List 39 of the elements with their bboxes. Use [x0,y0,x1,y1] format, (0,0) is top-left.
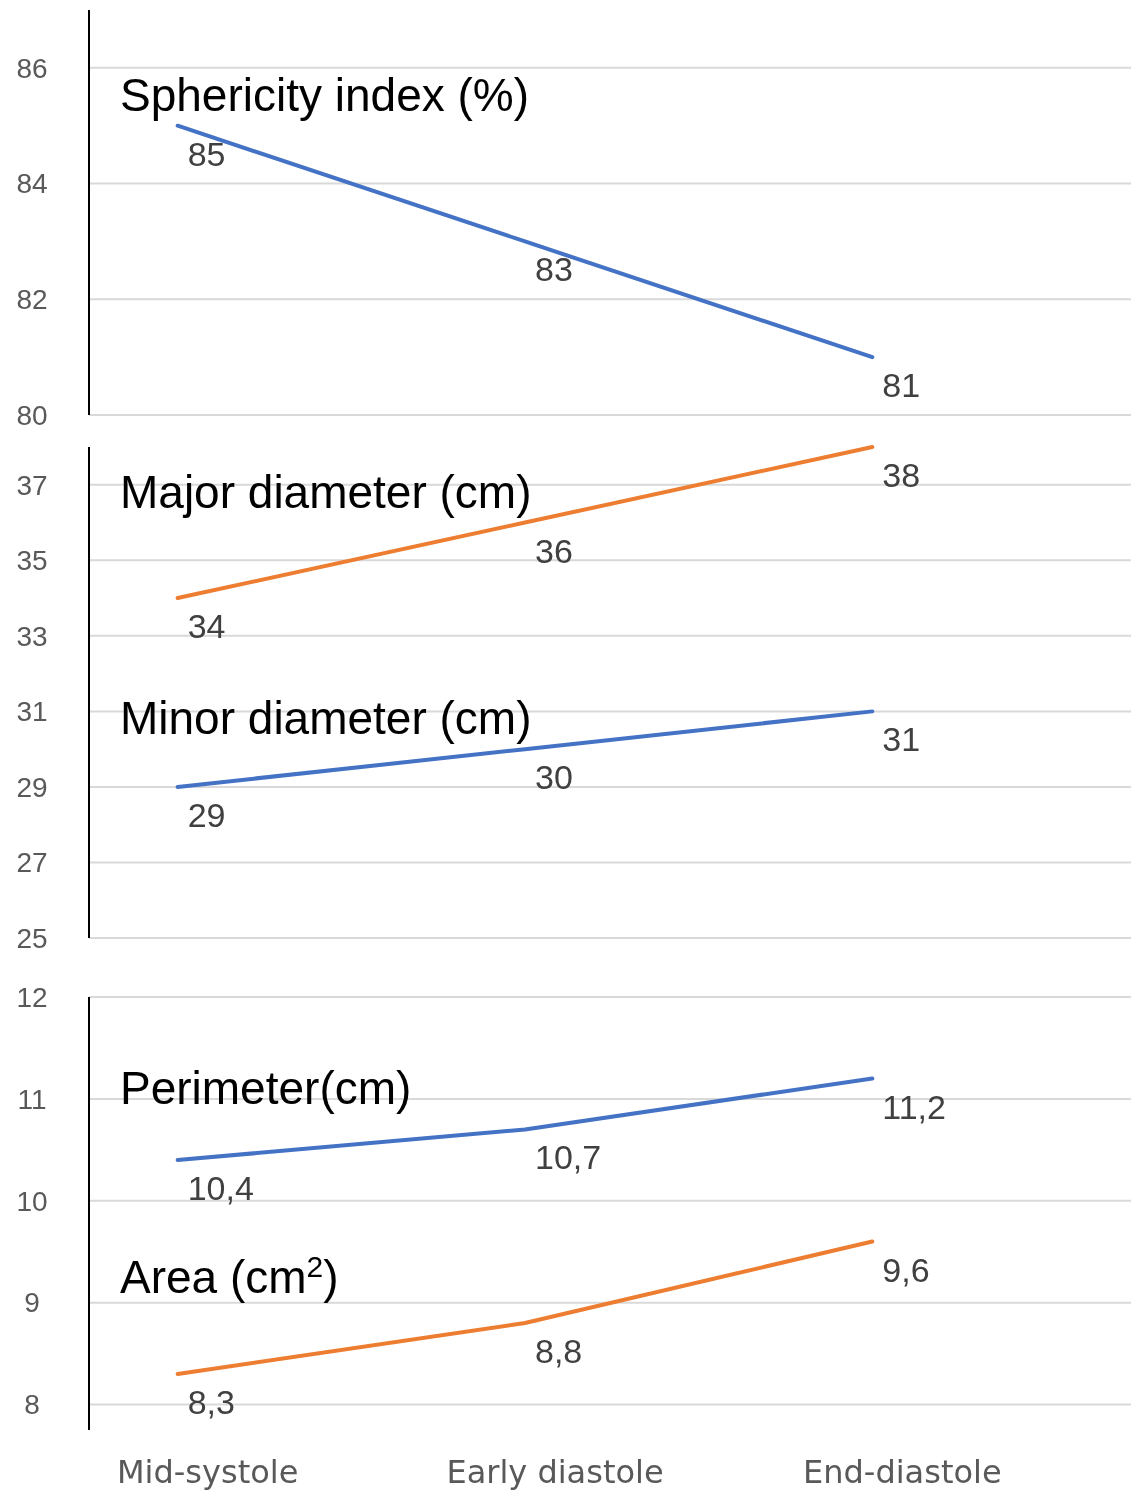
y-tick-label: 80 [16,399,48,431]
y-tick-label: 8 [24,1389,40,1421]
data-label: 38 [882,456,921,494]
y-tick-label: 33 [16,620,48,652]
data-label: 10,7 [535,1138,602,1177]
data-label: 10,4 [187,1169,254,1208]
series-label: Major diameter (cm) [120,465,532,518]
y-tick-label: 31 [16,696,48,728]
series-label: Minor diameter (cm) [120,692,532,745]
x-tick-label: Mid-systole [116,1453,299,1491]
data-label: 31 [882,720,921,759]
series-label: Area (cm$^{2}$) [120,1249,339,1303]
y-tick-label: 29 [16,771,48,803]
data-label: 11,2 [882,1087,946,1126]
data-label: 8,8 [535,1332,583,1371]
data-label: 34 [187,607,226,646]
data-label: 29 [187,795,226,834]
y-tick-label: 82 [16,284,48,316]
data-label: 8,3 [187,1382,235,1421]
y-tick-label: 11 [17,1083,47,1115]
series-label: Sphericity index (%) [120,68,530,121]
data-label: 36 [535,531,573,570]
series-label: Perimeter(cm) [120,1062,412,1115]
data-label: 81 [882,366,921,405]
y-tick-label: 84 [16,168,48,200]
y-tick-label: 86 [16,52,48,84]
data-label: 83 [535,250,573,289]
y-tick-label: 9 [24,1287,40,1319]
x-tick-label: Early diastole [446,1453,664,1491]
y-tick-label: 10 [16,1185,48,1217]
y-tick-label: 37 [16,469,48,501]
data-label: 85 [187,134,226,173]
y-tick-label: 25 [16,922,48,954]
y-tick-label: 35 [16,545,48,577]
y-tick-label: 12 [16,981,48,1013]
x-tick-label: End-diastole [803,1453,1002,1491]
data-label: 9,6 [882,1250,930,1289]
data-label: 30 [535,758,573,797]
y-tick-label: 27 [16,847,48,879]
